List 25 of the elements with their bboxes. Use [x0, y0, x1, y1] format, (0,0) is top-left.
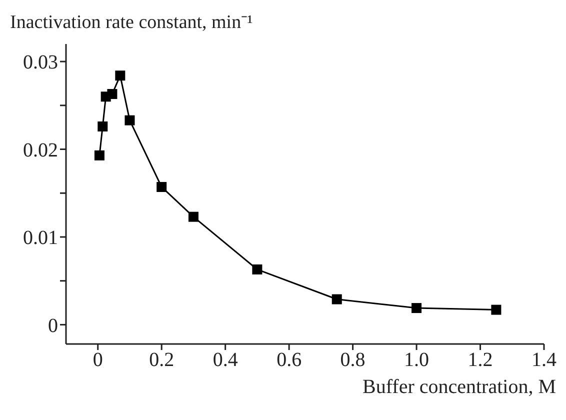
x-tick-label: 1.0 — [404, 349, 430, 372]
y-tick-label: 0.03 — [23, 52, 58, 74]
point — [332, 294, 342, 304]
x-tick-label: 0.2 — [149, 349, 174, 372]
point — [98, 121, 108, 132]
y-tick-label: 0 — [48, 314, 58, 337]
x-tick-label: 0 — [92, 349, 103, 372]
point — [188, 212, 198, 222]
point — [252, 264, 262, 274]
point — [107, 89, 118, 99]
x-axis-title: Buffer concentration, M — [362, 376, 556, 399]
point — [156, 182, 167, 192]
x-tick-label: 0.8 — [340, 349, 366, 372]
x-tick-label: 0.4 — [212, 349, 238, 372]
point — [124, 115, 135, 126]
x-tick-label: 1.4 — [532, 349, 556, 372]
point — [412, 303, 422, 314]
y-axis-title: Inactivation rate constant, min⁻¹ — [10, 11, 254, 34]
y-tick-label: 0.01 — [23, 227, 58, 250]
y-tick-label: 0.02 — [23, 139, 58, 162]
x-tick-label: 0.6 — [276, 349, 302, 372]
point — [115, 70, 126, 81]
x-tick-label: 1.2 — [468, 349, 493, 372]
point — [491, 304, 502, 315]
point — [94, 150, 104, 160]
